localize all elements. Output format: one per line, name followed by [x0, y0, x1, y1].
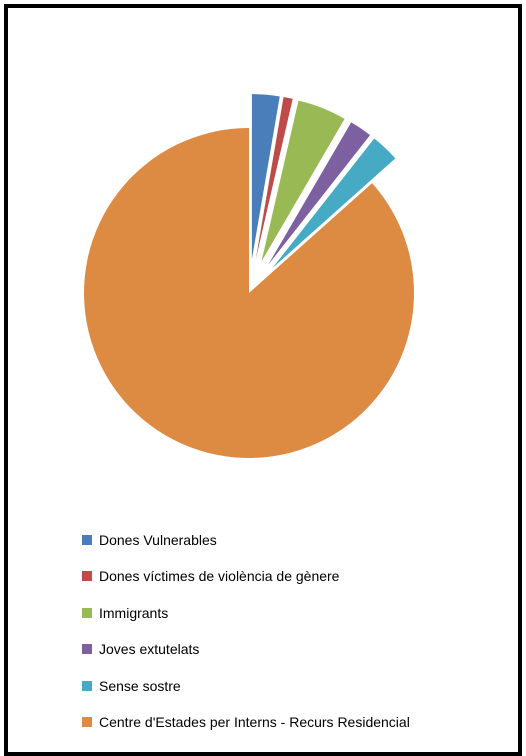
- pie-slice: [268, 122, 371, 265]
- pie-slice: [261, 100, 345, 262]
- legend: Dones Vulnerables Dones víctimes de viol…: [82, 531, 410, 749]
- legend-swatch: [82, 571, 92, 582]
- chart-frame: Dones Vulnerables Dones víctimes de viol…: [4, 4, 522, 756]
- legend-item: Joves extutelats: [82, 640, 410, 676]
- pie-slice: [251, 94, 280, 260]
- legend-label: Immigrants: [99, 604, 169, 621]
- legend-item: Centre d'Estades per Interns - Recurs Re…: [82, 713, 410, 749]
- legend-swatch: [82, 607, 92, 618]
- pie-chart: [84, 94, 415, 458]
- legend-label: Sense sostre: [99, 677, 181, 694]
- legend-swatch: [82, 680, 92, 691]
- legend-item: Immigrants: [82, 604, 410, 640]
- legend-label: Centre d'Estades per Interns - Recurs Re…: [99, 713, 410, 730]
- legend-label: Dones víctimes de violència de gènere: [99, 568, 340, 585]
- pie-slice: [255, 97, 293, 260]
- legend-label: Joves extutelats: [99, 641, 200, 658]
- legend-item: Dones víctimes de violència de gènere: [82, 567, 410, 603]
- pie-slice: [84, 127, 415, 458]
- legend-swatch: [82, 644, 92, 655]
- pie-slice: [272, 138, 396, 269]
- legend-item: Sense sostre: [82, 677, 410, 713]
- legend-label: Dones Vulnerables: [99, 532, 217, 548]
- legend-swatch: [82, 716, 92, 727]
- legend-item: Dones Vulnerables: [82, 531, 410, 567]
- legend-swatch: [82, 535, 92, 545]
